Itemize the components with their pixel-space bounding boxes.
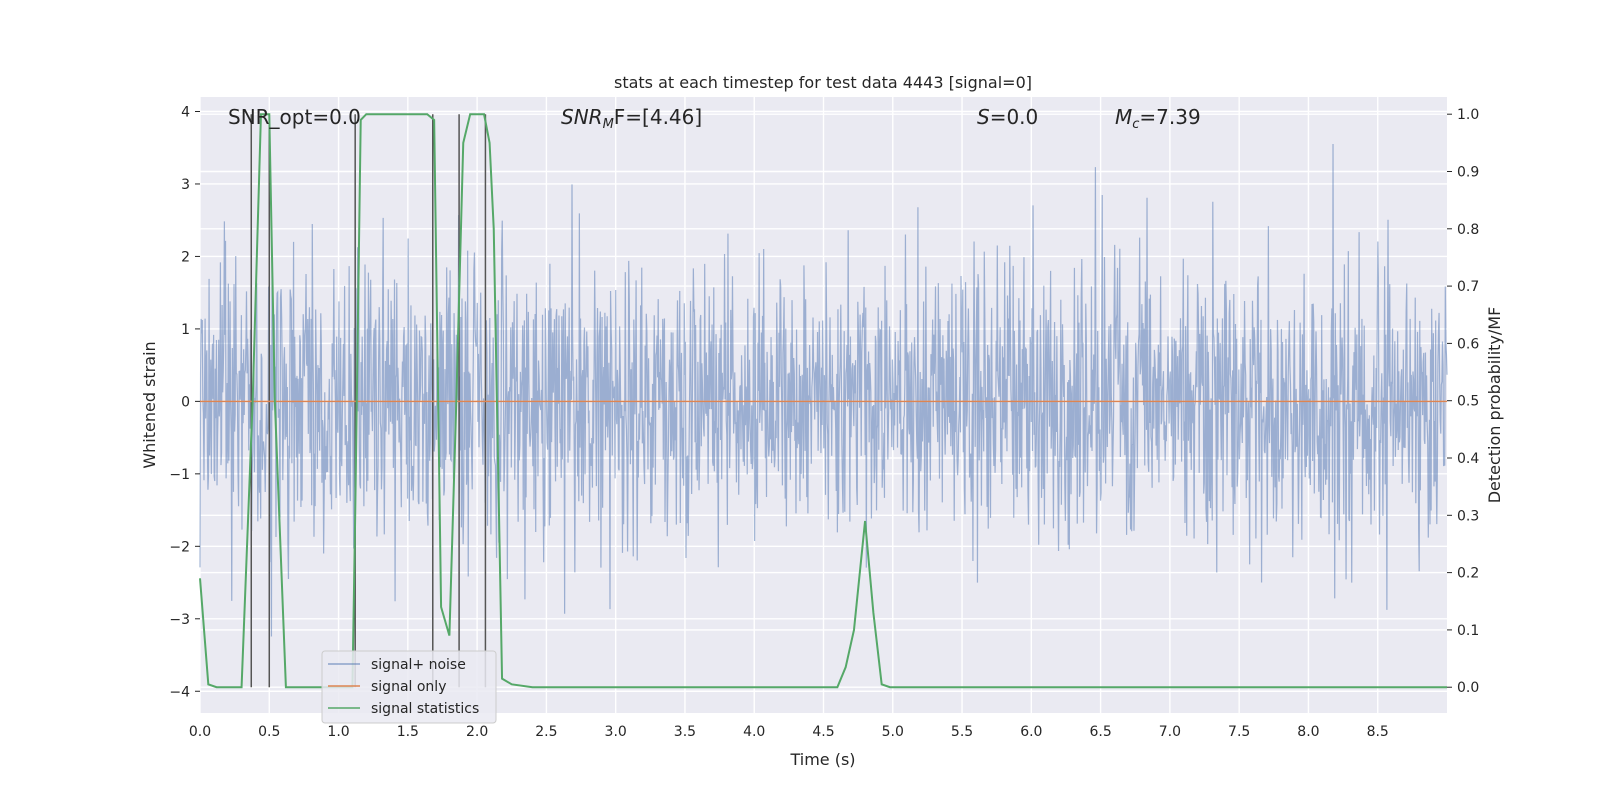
x-tick-label: 1.0 — [327, 724, 349, 740]
snr-mf-rest: F=[4.46] — [614, 105, 702, 129]
y-tick-label-left: 0 — [181, 394, 190, 410]
y-tick-label-right: 0.7 — [1457, 279, 1479, 295]
x-tick-label: 8.5 — [1367, 724, 1389, 740]
legend-label-signal-statistics: signal statistics — [371, 701, 479, 717]
y-tick-label-right: 0.3 — [1457, 508, 1479, 524]
s-rest: =0.0 — [990, 105, 1039, 129]
signal-noise-line — [199, 143, 1448, 637]
annotation-mc: Mc=7.39 — [1115, 105, 1201, 132]
y-tick-label-right: 1.0 — [1457, 107, 1479, 123]
y-tick-label-left: 1 — [181, 322, 190, 338]
mc-rest: =7.39 — [1139, 105, 1200, 129]
s-symbol: S — [977, 105, 990, 129]
x-tick-label: 4.0 — [743, 724, 765, 740]
annotation-snr-mf: SNRMF=[4.46] — [561, 105, 702, 132]
x-tick-label: 2.0 — [466, 724, 488, 740]
legend-label-signal-noise: signal+ noise — [371, 657, 466, 673]
x-tick-label: 8.0 — [1297, 724, 1319, 740]
chart-title: stats at each timestep for test data 444… — [614, 73, 1032, 92]
x-tick-label: 5.5 — [951, 724, 973, 740]
annotation-snr-opt: SNR_opt=0.0 — [228, 105, 361, 129]
x-tick-label: 5.0 — [882, 724, 904, 740]
x-tick-label: 6.5 — [1089, 724, 1111, 740]
y-tick-label-right: 0.0 — [1457, 680, 1479, 696]
y-tick-label-left: −4 — [169, 684, 190, 700]
x-axis-label: Time (s) — [789, 750, 855, 769]
y-axis-label-right: Detection probability/MF — [1485, 307, 1504, 504]
y-tick-label-left: 4 — [181, 104, 190, 120]
y-tick-label-right: 0.9 — [1457, 164, 1479, 180]
x-tick-label: 2.5 — [535, 724, 557, 740]
y-tick-label-right: 0.2 — [1457, 566, 1479, 582]
x-tick-label: 3.5 — [674, 724, 696, 740]
x-tick-label: 0.5 — [258, 724, 280, 740]
legend: signal+ noise signal only signal statist… — [321, 650, 497, 724]
x-tick-label: 7.5 — [1228, 724, 1250, 740]
x-tick-label: 0.0 — [189, 724, 211, 740]
legend-label-signal-only: signal only — [371, 679, 446, 695]
y-tick-label-right: 0.5 — [1457, 394, 1479, 410]
signal-statistics-line — [199, 113, 1447, 689]
mc-subscript: c — [1132, 117, 1139, 132]
tick-labels: 0.0 0.5 1.0 1.5 2.0 2.5 3.0 3.5 4.0 4.5 5.0 5.5 6.0 6… — [169, 104, 1479, 740]
annotation-s: S=0.0 — [977, 105, 1038, 129]
line-series — [199, 113, 1447, 689]
y-tick-label-left: −1 — [169, 467, 190, 483]
y-tick-label-left: −3 — [169, 612, 190, 628]
y-tick-label-right: 0.1 — [1457, 623, 1479, 639]
y-axis-label-left: Whitened strain — [140, 341, 159, 468]
y-tick-label-left: 3 — [181, 177, 190, 193]
legend-box — [321, 650, 497, 724]
y-tick-label-left: −2 — [169, 539, 190, 555]
snr-mf-symbol: SNR — [561, 105, 603, 129]
signal-noise-series — [199, 143, 1448, 637]
y-tick-label-left: 2 — [181, 249, 190, 265]
y-tick-label-right: 0.6 — [1457, 336, 1479, 352]
x-tick-label: 7.0 — [1159, 724, 1181, 740]
x-tick-label: 1.5 — [397, 724, 419, 740]
y-tick-label-right: 0.8 — [1457, 222, 1479, 238]
x-tick-label: 3.0 — [605, 724, 627, 740]
mc-symbol: M — [1115, 105, 1132, 129]
snr-mf-subscript: M — [603, 117, 614, 132]
x-tick-label: 6.0 — [1020, 724, 1042, 740]
x-tick-label: 4.5 — [812, 724, 834, 740]
y-tick-label-right: 0.4 — [1457, 451, 1479, 467]
